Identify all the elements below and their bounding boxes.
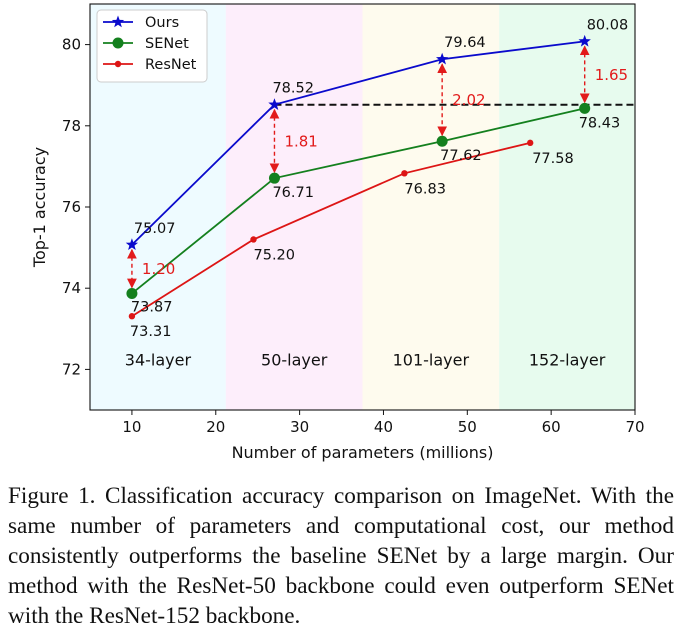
legend-label-resnet: ResNet — [145, 57, 197, 73]
point-senet-1 — [268, 172, 280, 184]
legend: Ours SENet ResNet — [96, 9, 208, 83]
x-tick-label: 70 — [625, 418, 644, 436]
data-label-resnet-0: 73.31 — [130, 324, 172, 340]
gap-label-0: 1.20 — [142, 260, 175, 278]
gap-label-2: 2.02 — [452, 91, 485, 109]
point-senet-2 — [436, 135, 448, 147]
legend-label-senet: SENet — [145, 36, 189, 52]
series-line-resnet — [131, 141, 531, 317]
point-ours-0 — [125, 238, 139, 251]
x-tick-label: 40 — [374, 418, 393, 436]
point-ours-1 — [268, 98, 281, 110]
x-tick-label: 50 — [458, 418, 477, 436]
point-resnet-0 — [128, 313, 136, 320]
x-tick-label: 30 — [290, 418, 309, 436]
y-tick-label: 80 — [62, 36, 81, 54]
region-band-3 — [499, 4, 635, 410]
data-label-senet-0: 73.87 — [131, 299, 173, 315]
data-label-senet-2: 77.62 — [440, 148, 482, 164]
gap-label-1: 1.81 — [284, 132, 317, 150]
series-line-senet — [131, 107, 585, 295]
point-resnet-3 — [526, 139, 534, 147]
y-tick-label: 78 — [62, 117, 81, 135]
data-label-ours-1: 78.52 — [272, 81, 314, 97]
data-label-ours-2: 79.64 — [444, 35, 486, 51]
x-tick-label: 20 — [206, 418, 225, 436]
data-label-resnet-3: 77.58 — [532, 151, 574, 167]
point-ours-2 — [435, 52, 449, 65]
x-tick-label: 60 — [542, 418, 561, 436]
point-senet-0 — [126, 287, 138, 299]
point-resnet-1 — [250, 236, 257, 243]
data-label-resnet-1: 75.20 — [254, 247, 296, 263]
accuracy-chart: 34-layer 50-layer 101-layer 152-layer 10 20 30… — [30, 3, 645, 462]
legend-marker-resnet — [114, 60, 122, 68]
y-axis-label: Top-1 accuracy — [30, 147, 49, 268]
y-tick-label: 76 — [62, 198, 81, 216]
data-label-ours-0: 75.07 — [134, 221, 176, 237]
data-label-senet-3: 78.43 — [579, 115, 621, 131]
legend-label-ours: Ours — [145, 15, 179, 31]
x-tick-label: 10 — [122, 418, 141, 436]
data-label-senet-1: 76.71 — [272, 185, 314, 201]
x-axis-label: Number of parameters (millions) — [232, 443, 494, 462]
legend-marker-ours — [111, 15, 125, 28]
region-label-2: 101-layer — [393, 350, 470, 369]
series-line-ours — [131, 40, 585, 246]
y-tick-label: 72 — [62, 360, 81, 378]
region-label-1: 50-layer — [261, 350, 328, 369]
point-ours-3 — [578, 34, 591, 47]
data-label-ours-3: 80.08 — [587, 17, 629, 33]
figure-caption: Figure 1. Classification accuracy compar… — [8, 483, 674, 629]
y-tick-label: 74 — [62, 279, 81, 297]
point-resnet-2 — [401, 170, 408, 177]
legend-marker-senet — [112, 37, 124, 49]
region-band-2 — [362, 4, 500, 410]
gap-label-3: 1.65 — [595, 66, 628, 84]
point-senet-3 — [579, 102, 591, 114]
region-label-0: 34-layer — [125, 350, 192, 369]
region-label-3: 152-layer — [529, 350, 606, 369]
region-band-1 — [225, 4, 363, 410]
data-label-resnet-2: 76.83 — [404, 181, 446, 197]
